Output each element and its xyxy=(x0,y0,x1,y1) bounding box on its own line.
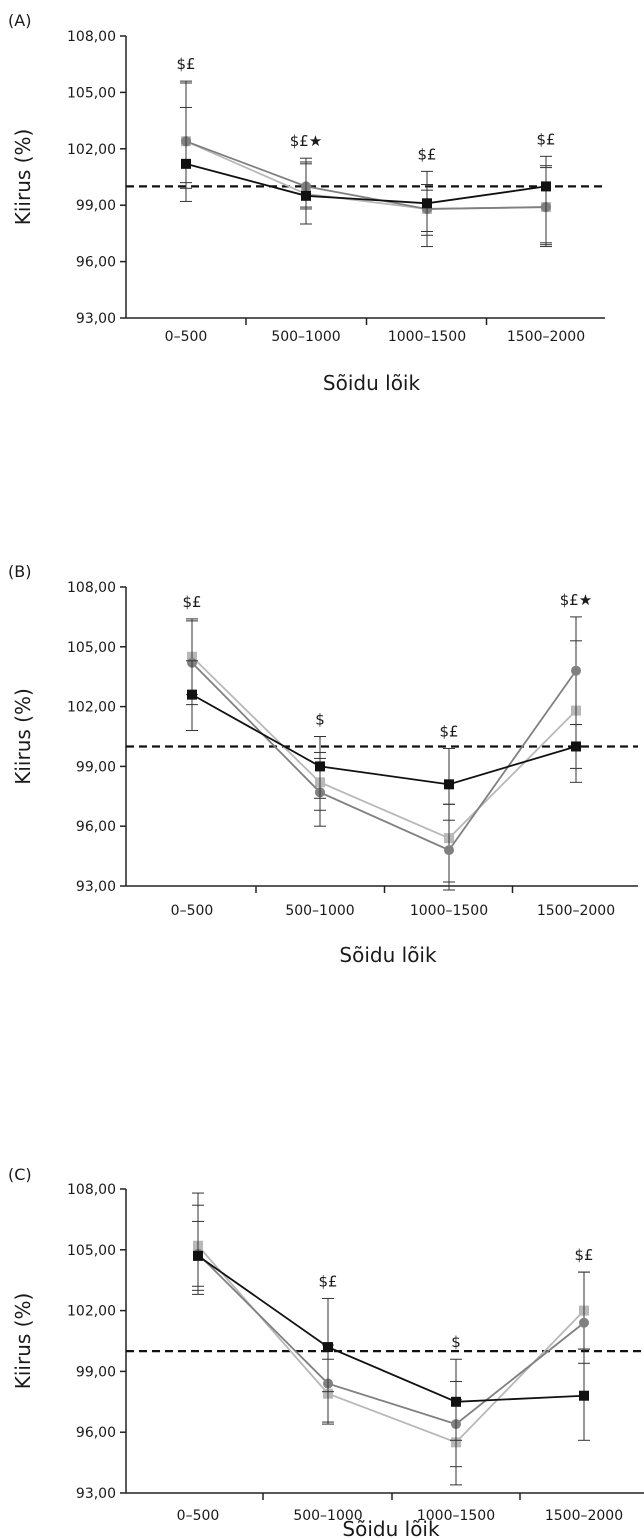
data-point xyxy=(541,181,551,192)
y-tick-label: 108,00 xyxy=(67,1182,116,1198)
series-line xyxy=(197,1253,585,1426)
data-point xyxy=(193,1250,203,1261)
x-tick-label: 1000–1500 xyxy=(410,903,488,919)
series-1 xyxy=(180,106,552,246)
significance-annotation: $£ xyxy=(182,593,201,611)
significance-annotation: $ xyxy=(315,711,325,729)
y-tick-label: 108,00 xyxy=(67,29,116,45)
x-tick-label: 0–500 xyxy=(165,329,208,345)
series-line xyxy=(185,162,547,205)
y-tick-label: 96,00 xyxy=(76,819,116,835)
significance-annotation: $£ xyxy=(536,130,555,148)
y-tick-label: 105,00 xyxy=(67,85,116,101)
x-tick-label: 500–1000 xyxy=(293,1508,362,1524)
significance-annotation: $£ xyxy=(417,145,436,163)
y-tick-label: 108,00 xyxy=(67,580,116,596)
x-tick-label: 500–1000 xyxy=(285,903,354,919)
y-tick-label: 99,00 xyxy=(76,1364,116,1380)
data-point xyxy=(571,665,581,676)
data-point xyxy=(187,689,197,700)
series-3 xyxy=(192,1204,590,1486)
y-tick-label: 99,00 xyxy=(76,759,116,775)
panel-label: (B) xyxy=(8,562,31,581)
significance-annotation: $£★ xyxy=(560,591,593,609)
series-1 xyxy=(186,660,582,821)
series-2 xyxy=(186,616,582,891)
x-tick-label: 0–500 xyxy=(171,903,214,919)
panel-label: (A) xyxy=(8,11,31,30)
x-tick-label: 0–500 xyxy=(177,1508,220,1524)
series-3 xyxy=(180,82,552,248)
y-tick-label: 93,00 xyxy=(76,879,116,895)
significance-annotation: $£ xyxy=(318,1272,337,1290)
significance-annotation: $ xyxy=(451,1333,461,1351)
x-axis-title: Sõidu lõik xyxy=(342,1517,440,1539)
y-axis-title: Kiirus (%) xyxy=(11,688,35,785)
series-line xyxy=(185,140,547,210)
y-tick-label: 102,00 xyxy=(67,142,116,158)
x-tick-label: 500–1000 xyxy=(271,329,340,345)
series-line xyxy=(197,1245,585,1444)
chart-panel-a: (A) 93,00 96,00 99,00 102,00 105,00 108,00 0–50… xyxy=(8,11,605,395)
data-point xyxy=(444,779,454,790)
data-point xyxy=(315,761,325,772)
x-tick-label: 1500–2000 xyxy=(507,329,585,345)
significance-annotation: $£ xyxy=(439,722,458,740)
y-axis-title: Kiirus (%) xyxy=(11,1293,35,1390)
x-tick-label: 1000–1500 xyxy=(417,1508,495,1524)
y-tick-label: 93,00 xyxy=(76,311,116,327)
data-point xyxy=(579,1317,589,1328)
series-1 xyxy=(192,1220,590,1441)
y-axis-title: Kiirus (%) xyxy=(11,129,35,226)
x-tick-label: 1500–2000 xyxy=(537,903,615,919)
y-tick-label: 105,00 xyxy=(67,640,116,656)
series-line xyxy=(197,1255,585,1403)
series-2 xyxy=(192,1192,590,1468)
data-point xyxy=(422,198,432,209)
data-point xyxy=(444,845,454,856)
data-point xyxy=(571,741,581,752)
series-line xyxy=(191,656,577,840)
chart-panel-b: (B) 93,00 96,00 99,00 102,00 105,00 108,00 0–50… xyxy=(8,562,638,967)
significance-annotation: $£ xyxy=(574,1246,593,1264)
y-tick-label: 102,00 xyxy=(67,1304,116,1320)
panel-label: (C) xyxy=(8,1165,32,1184)
data-point xyxy=(323,1342,333,1353)
significance-annotation: $£ xyxy=(176,55,195,73)
x-tick-label: 1500–2000 xyxy=(545,1508,623,1524)
y-tick-label: 105,00 xyxy=(67,1243,116,1259)
data-point xyxy=(301,190,311,201)
data-point xyxy=(181,158,191,169)
x-axis-title: Sõidu lõik xyxy=(323,371,421,395)
x-tick-label: 1000–1500 xyxy=(388,329,466,345)
y-tick-label: 96,00 xyxy=(76,1425,116,1441)
series-line xyxy=(191,662,577,852)
x-axis-title: Sõidu lõik xyxy=(339,943,437,967)
data-point xyxy=(579,1390,589,1401)
y-tick-label: 93,00 xyxy=(76,1486,116,1502)
chart-panel-c: (C) 93,00 96,00 99,00 102,00 105,00 108,00 0–50… xyxy=(8,1165,644,1539)
series-3 xyxy=(186,618,582,883)
y-tick-label: 102,00 xyxy=(67,700,116,716)
y-tick-label: 96,00 xyxy=(76,255,116,271)
significance-annotation: $£★ xyxy=(290,132,323,150)
data-point xyxy=(451,1396,461,1407)
y-tick-label: 99,00 xyxy=(76,198,116,214)
series-line xyxy=(191,693,577,786)
